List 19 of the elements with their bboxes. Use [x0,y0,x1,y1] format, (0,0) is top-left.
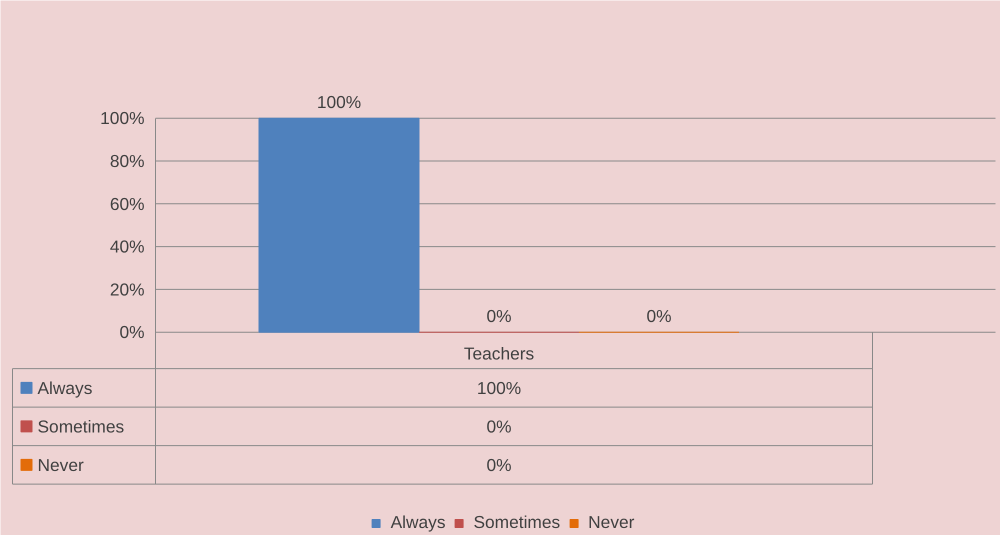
text: Sometimes [38,416,124,436]
y-tick-label: 20% [110,279,145,300]
data-label: 0% [486,306,512,326]
y-tick-label: 40% [110,236,145,257]
text: 0% [486,454,512,475]
y-tick-label: 0% [119,322,144,342]
text: 0% [486,416,512,436]
x-tick-label: Teachers [464,344,534,364]
y-tick-label: 80% [110,151,145,171]
legend-label: Never [588,512,634,533]
data-label: 0% [646,306,672,326]
data-label: 100% [316,92,362,112]
legend-label: Sometimes [473,512,560,533]
y-tick-label: 100% [100,108,145,128]
text: Always [390,512,446,532]
y-tick-label: 60% [110,194,145,214]
text: 100% [476,378,522,398]
legend-label: Always [38,378,93,398]
text: Never [38,454,84,475]
